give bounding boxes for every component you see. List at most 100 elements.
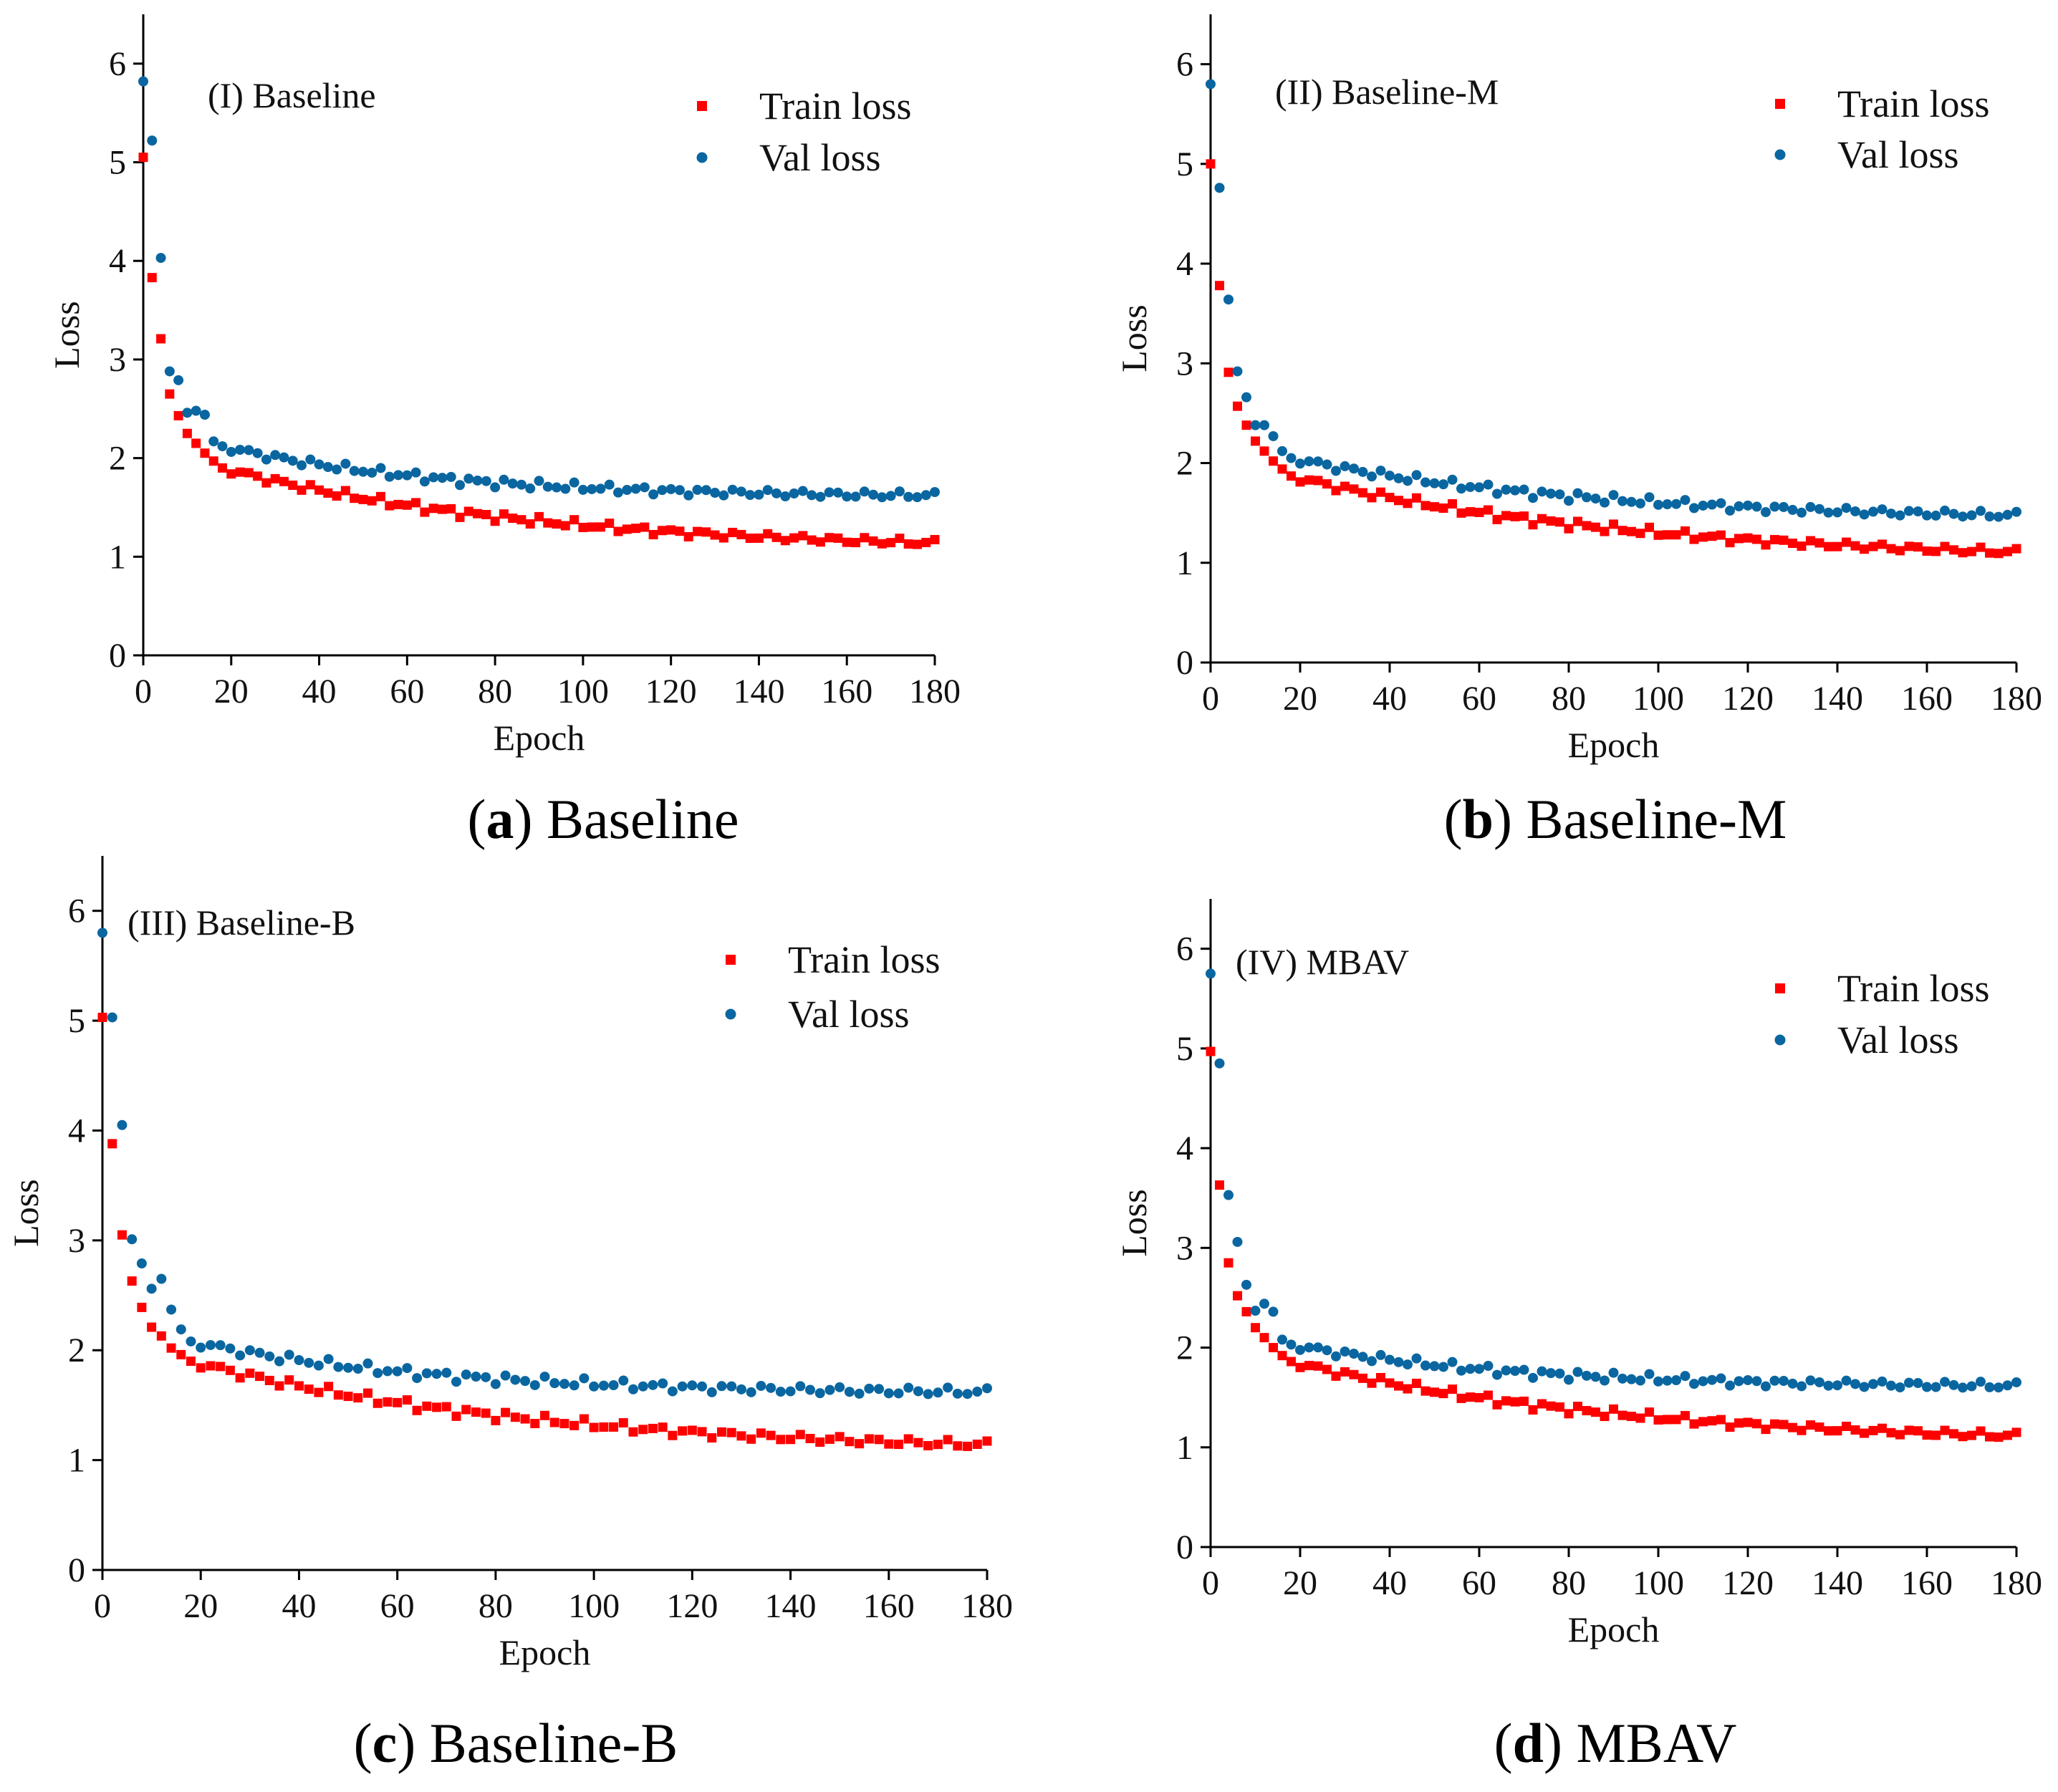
val-loss-point: [1868, 506, 1878, 517]
train-loss-point: [1940, 541, 1950, 551]
val-loss-point: [579, 1373, 590, 1384]
train-loss-point: [1385, 493, 1395, 503]
val-loss-point: [1519, 484, 1529, 495]
val-loss-point: [815, 491, 826, 502]
legend-train-marker: [697, 101, 707, 111]
train-loss-point: [107, 1139, 117, 1149]
val-loss-point: [1779, 501, 1789, 512]
train-loss-point: [340, 486, 350, 496]
x-tick-label: 140: [1812, 1564, 1863, 1602]
train-loss-point: [363, 1388, 372, 1398]
train-loss-point: [305, 480, 315, 490]
train-loss-point: [2011, 544, 2021, 554]
val-loss-point: [1537, 486, 1547, 497]
val-loss-point: [630, 483, 641, 494]
val-loss-point: [1761, 507, 1771, 518]
val-loss-point: [1403, 476, 1413, 486]
train-loss-point: [270, 473, 280, 483]
train-loss-point: [754, 533, 764, 543]
val-loss-point: [1877, 504, 1888, 515]
val-loss-point: [1250, 1306, 1261, 1316]
val-loss-point: [756, 1380, 766, 1391]
train-loss-point: [1573, 516, 1582, 526]
train-loss-point: [894, 1440, 903, 1450]
val-loss-point: [252, 448, 263, 458]
val-loss-point: [1671, 498, 1681, 509]
val-loss-point: [903, 491, 914, 502]
train-loss-point: [1635, 1413, 1645, 1423]
val-loss-point: [1277, 445, 1287, 456]
train-loss-point: [191, 438, 201, 448]
val-loss-point: [1832, 507, 1842, 518]
val-loss-point: [1635, 498, 1645, 509]
val-loss-point: [322, 462, 333, 473]
val-loss-point: [1465, 1364, 1476, 1374]
train-loss-point: [877, 539, 887, 549]
train-loss-point: [1304, 475, 1314, 485]
train-loss-point: [666, 525, 676, 535]
x-tick-label: 80: [479, 1587, 513, 1625]
train-loss-point: [1904, 1425, 1914, 1435]
val-loss-point: [1465, 481, 1476, 492]
train-loss-point: [1913, 1426, 1923, 1436]
train-loss-point: [579, 1414, 589, 1424]
val-loss-point: [638, 1381, 648, 1392]
train-loss-point: [1832, 541, 1842, 551]
val-loss-point: [1232, 366, 1243, 377]
train-loss-point: [1698, 1417, 1708, 1427]
train-loss-point: [2003, 546, 2012, 557]
train-loss-point: [701, 527, 711, 537]
val-loss-point: [665, 483, 676, 494]
train-loss-point: [1277, 464, 1287, 474]
val-loss-point: [577, 484, 588, 495]
val-loss-point: [410, 467, 421, 478]
val-loss-point: [780, 491, 791, 501]
val-loss-point: [667, 1386, 678, 1397]
val-loss-point: [1393, 1357, 1404, 1367]
y-tick-label: 4: [109, 242, 126, 280]
val-loss-point: [850, 491, 861, 502]
train-loss-point: [717, 1427, 726, 1437]
train-loss-point: [560, 521, 570, 531]
y-axis-title: Loss: [1114, 304, 1154, 372]
train-loss-point: [437, 504, 447, 514]
val-loss-point: [534, 476, 544, 486]
train-loss-point: [385, 501, 395, 511]
x-tick-label: 20: [183, 1587, 218, 1625]
legend-val-marker: [696, 152, 708, 163]
val-loss-point: [771, 488, 782, 498]
train-loss-point: [1519, 511, 1529, 521]
val-loss-point: [1241, 392, 1251, 403]
y-tick-label: 6: [68, 892, 85, 930]
val-loss-point: [1600, 1375, 1610, 1386]
train-loss-point: [1322, 479, 1332, 489]
y-tick-label: 6: [1176, 46, 1193, 84]
val-loss-point: [217, 441, 228, 452]
train-loss-point: [1233, 401, 1242, 411]
train-loss-point: [1743, 1417, 1753, 1427]
train-loss-point: [461, 1405, 471, 1415]
train-loss-point: [638, 1425, 648, 1435]
val-loss-point: [1331, 466, 1341, 476]
train-loss-point: [1958, 1432, 1968, 1442]
train-loss-point: [534, 511, 544, 521]
val-loss-point: [138, 76, 148, 87]
val-loss-point: [428, 472, 439, 483]
val-loss-point: [1483, 479, 1494, 490]
train-loss-point: [864, 1434, 874, 1444]
train-loss-point: [1653, 530, 1663, 540]
train-loss-point: [1474, 1392, 1484, 1402]
train-loss-point: [1985, 1432, 1994, 1442]
val-loss-point: [402, 470, 413, 481]
y-tick-label: 1: [68, 1442, 85, 1480]
val-loss-point: [1277, 1334, 1287, 1345]
val-loss-series: [97, 928, 992, 1400]
val-loss-point: [375, 463, 386, 473]
train-loss-point: [1420, 501, 1430, 511]
val-loss-point: [367, 467, 378, 478]
val-loss-point: [687, 1380, 698, 1391]
legend-train-marker: [1775, 99, 1785, 109]
train-loss-point: [1233, 1291, 1242, 1301]
train-loss-point: [1645, 1407, 1654, 1417]
train-loss-point: [147, 273, 157, 283]
